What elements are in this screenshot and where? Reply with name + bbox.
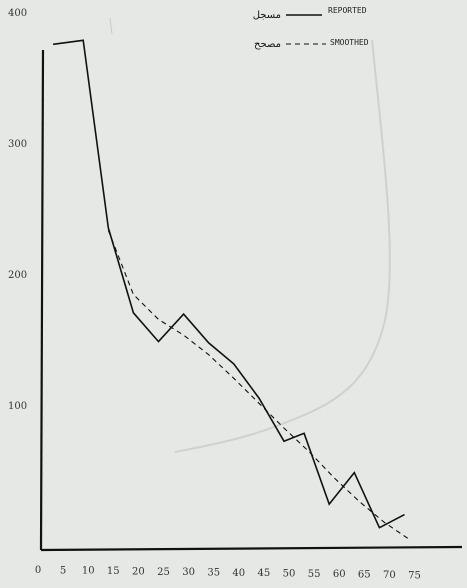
x-tick-label: 10	[82, 566, 95, 577]
y-axis	[39, 49, 45, 551]
y-axis-ticks: 100 200 300 400	[8, 8, 27, 412]
x-tick-label: 20	[132, 566, 145, 577]
series-line-smoothed	[107, 230, 410, 540]
x-tick-label: 40	[232, 568, 245, 579]
x-tick-label: 30	[182, 567, 195, 578]
series-line-reported	[52, 39, 405, 529]
series-layer	[52, 39, 410, 540]
x-tick-label: 35	[207, 567, 220, 578]
x-tick-label: 0	[35, 565, 41, 576]
y-tick-label: 400	[8, 8, 27, 19]
x-tick-label: 55	[308, 569, 321, 580]
legend-item-reported: مسجل REPORTED	[253, 6, 367, 21]
legend-reported-arabic-label: مسجل	[253, 10, 281, 21]
legend-item-smoothed: مصحح SMOOTHED	[254, 38, 369, 50]
x-tick-label: 60	[333, 569, 346, 580]
y-tick-label: 100	[8, 401, 27, 412]
x-tick-label: 25	[157, 567, 170, 578]
x-tick-label: 5	[60, 565, 66, 576]
legend-smoothed-label: SMOOTHED	[330, 38, 369, 47]
x-tick-label: 75	[408, 570, 421, 581]
legend: مسجل REPORTED مصحح SMOOTHED	[253, 6, 369, 50]
y-tick-label: 200	[8, 270, 27, 281]
legend-reported-label: REPORTED	[328, 6, 367, 15]
x-tick-label: 65	[358, 570, 371, 581]
x-tick-label: 15	[107, 566, 120, 577]
y-tick-label: 300	[8, 139, 27, 150]
legend-smoothed-arabic-label: مصحح	[254, 39, 281, 50]
x-axis	[40, 545, 463, 552]
x-tick-label: 45	[258, 568, 271, 579]
x-tick-label: 70	[383, 570, 396, 581]
x-tick-label: 50	[283, 569, 296, 580]
x-axis-ticks: 0 5 10 15 20 25 30 35 40 45 50 55 60 65 70 75	[35, 565, 421, 581]
